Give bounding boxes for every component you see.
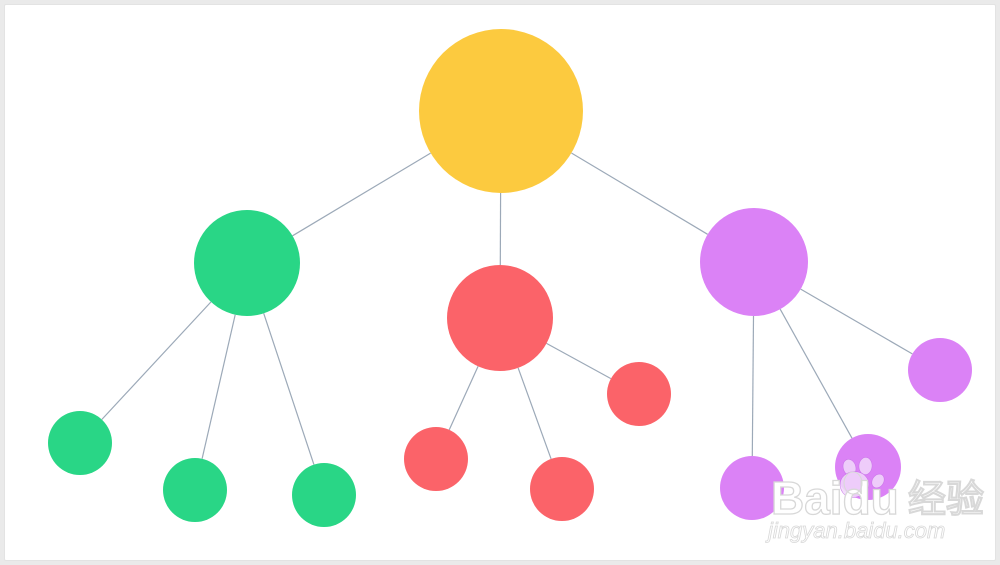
svg-text:Baidu: Baidu bbox=[771, 472, 899, 524]
svg-text:jingyan.baidu.com: jingyan.baidu.com bbox=[765, 518, 945, 543]
svg-text:经验: 经验 bbox=[908, 479, 984, 521]
